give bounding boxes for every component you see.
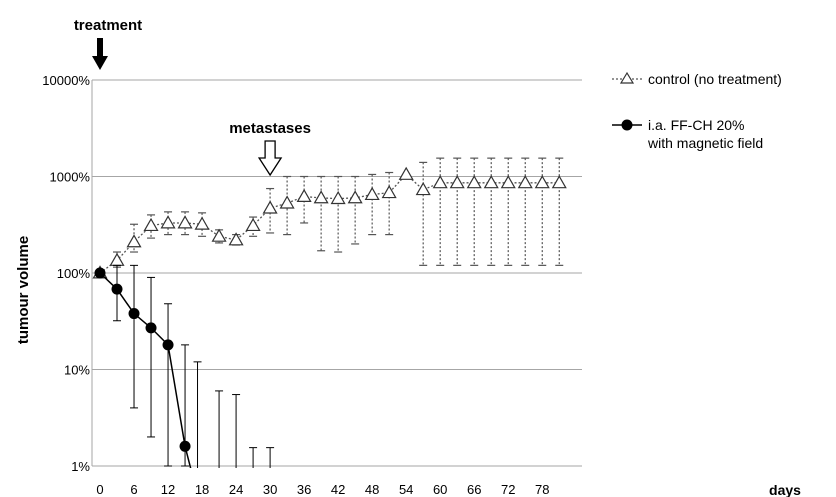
y-tick-label: 100% [57, 266, 91, 281]
metastases-annotation-label: metastases [229, 120, 311, 137]
x-tick-label: 12 [161, 482, 175, 497]
x-tick-label: 42 [331, 482, 345, 497]
control-point [449, 175, 465, 189]
control-point [347, 190, 363, 204]
metastases-arrow-icon [257, 140, 283, 177]
annotations: treatment metastases [74, 17, 311, 177]
control-line [99, 173, 560, 274]
legend-control-marker [619, 71, 635, 84]
control-point [109, 252, 125, 266]
x-tick-label: 54 [399, 482, 413, 497]
control-point [483, 175, 499, 189]
treatment-point [128, 308, 140, 320]
treatment-point [94, 267, 106, 279]
x-axis-ticks: 0 6 12 18 24 30 36 42 48 54 60 66 72 78 [96, 482, 549, 497]
control-point [296, 188, 312, 203]
y-tick-label: 10000% [42, 73, 90, 88]
x-tick-label: 36 [297, 482, 311, 497]
control-point [517, 175, 533, 189]
control-point [126, 234, 142, 248]
legend-treatment-label-line1: i.a. FF-CH 20% [648, 117, 744, 133]
x-tick-label: 72 [501, 482, 515, 497]
x-tick-label: 6 [130, 482, 137, 497]
control-point [160, 215, 176, 229]
control-point [228, 232, 244, 246]
legend-treatment-marker [621, 119, 633, 131]
control-point [381, 184, 397, 199]
control-point [194, 216, 210, 230]
treatment-arrow-icon [92, 38, 108, 70]
legend-control-label: control (no treatment) [648, 71, 782, 87]
legend-treatment-label-line2: with magnetic field [647, 135, 763, 151]
x-tick-label: 18 [195, 482, 209, 497]
x-tick-label: 60 [433, 482, 447, 497]
x-tick-label: 0 [96, 482, 103, 497]
legend: control (no treatment) i.a. FF-CH 20% with… [612, 71, 782, 151]
control-point [245, 217, 261, 232]
x-tick-label: 24 [229, 482, 243, 497]
treatment-annotation-label: treatment [74, 17, 142, 34]
control-point [262, 200, 278, 214]
control-point [211, 228, 227, 242]
control-point [279, 195, 295, 209]
y-tick-label: 1000% [50, 170, 91, 185]
control-point [330, 190, 346, 205]
x-tick-label: 48 [365, 482, 379, 497]
treatment-point [111, 283, 123, 295]
x-axis-label: days [769, 482, 801, 497]
control-point [364, 186, 380, 201]
series-treatment [94, 264, 275, 468]
treatment-line [99, 272, 192, 468]
x-tick-label: 66 [467, 482, 481, 497]
control-point [398, 166, 414, 180]
control-point [500, 175, 516, 189]
control-point [432, 175, 448, 189]
control-point [313, 190, 329, 204]
x-tick-label: 30 [263, 482, 277, 497]
control-point [415, 181, 431, 196]
control-point [466, 175, 482, 189]
x-tick-label: 78 [535, 482, 549, 497]
y-axis-label: tumour volume [15, 236, 32, 344]
y-axis-ticks: 1% 10% 100% 1000% 10000% [42, 73, 90, 474]
y-tick-label: 1% [71, 459, 90, 474]
grid-lines [91, 79, 582, 467]
control-point [534, 175, 550, 189]
treatment-point [162, 339, 174, 351]
control-point [177, 215, 193, 229]
control-point [143, 217, 159, 232]
treatment-point [145, 322, 157, 334]
treatment-point [179, 440, 191, 452]
control-point [551, 175, 567, 189]
y-tick-label: 10% [64, 363, 90, 378]
